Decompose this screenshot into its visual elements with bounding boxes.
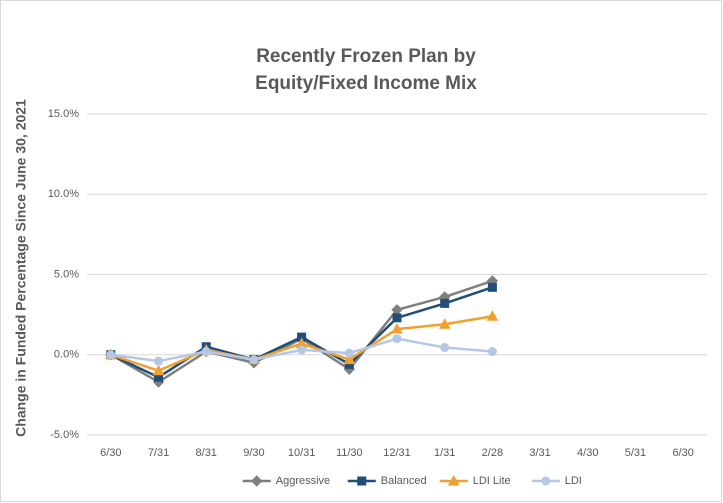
legend-marker: [447, 474, 460, 486]
data-point: [438, 318, 451, 329]
x-tick-label: 2/28: [482, 447, 503, 459]
y-axis-label: Change in Funded Percentage Since June 3…: [13, 99, 29, 437]
legend-label: LDI Lite: [473, 475, 511, 487]
chart-title: Recently Frozen Plan by: [256, 46, 476, 67]
x-tick-label: 6/30: [672, 447, 693, 459]
y-tick-label: 0.0%: [54, 349, 79, 361]
data-point: [440, 343, 450, 353]
y-tick-label: 15.0%: [48, 108, 79, 120]
x-tick-label: 1/31: [434, 447, 455, 459]
x-tick-label: 12/31: [383, 447, 411, 459]
legend-label: Aggressive: [276, 475, 330, 487]
x-tick-label: 5/31: [625, 447, 646, 459]
x-tick-label: 4/30: [577, 447, 598, 459]
chart-title: Equity/Fixed Income Mix: [255, 73, 477, 94]
legend-marker: [541, 476, 551, 486]
legend-marker: [251, 475, 263, 487]
legend-label: LDI: [565, 475, 582, 487]
legend-label: Balanced: [381, 475, 427, 487]
data-point: [297, 345, 307, 355]
y-tick-label: 5.0%: [54, 268, 79, 280]
data-point: [344, 348, 354, 358]
x-tick-label: 8/31: [196, 447, 217, 459]
data-point: [392, 334, 402, 344]
x-tick-label: 3/31: [529, 447, 550, 459]
data-point: [154, 356, 164, 366]
x-tick-label: 9/30: [243, 447, 264, 459]
data-point: [392, 313, 402, 323]
data-point: [486, 310, 499, 321]
data-point: [152, 364, 165, 376]
y-tick-label: 10.0%: [48, 188, 79, 200]
x-tick-label: 7/31: [148, 447, 169, 459]
data-point: [487, 282, 497, 292]
data-point: [391, 323, 403, 334]
data-point: [106, 350, 116, 360]
x-tick-label: 11/30: [336, 447, 363, 459]
data-point: [201, 347, 211, 357]
data-point: [249, 355, 259, 365]
data-point: [440, 298, 450, 308]
data-point: [487, 347, 497, 357]
y-tick-label: -5.0%: [50, 429, 79, 441]
x-tick-label: 10/31: [288, 447, 316, 459]
data-point: [343, 353, 356, 365]
x-tick-label: 6/30: [100, 447, 121, 459]
legend-marker: [357, 476, 367, 486]
